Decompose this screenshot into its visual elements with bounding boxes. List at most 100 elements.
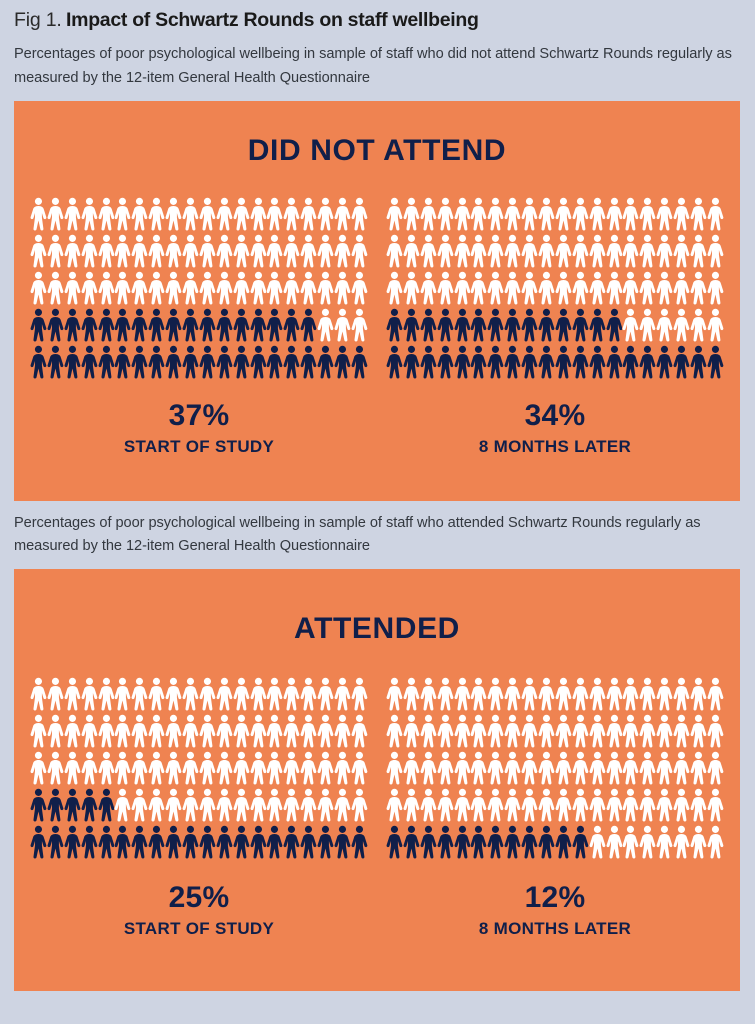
person-icon-empty xyxy=(622,197,639,231)
person-icon-filled xyxy=(572,308,589,342)
person-icon-empty xyxy=(386,677,403,711)
person-icon-empty xyxy=(148,234,165,268)
person-icon-filled xyxy=(300,345,317,379)
person-icon-empty xyxy=(606,788,623,822)
person-icon-filled xyxy=(47,825,64,859)
person-icon-empty xyxy=(351,677,368,711)
pictogram-row xyxy=(386,345,724,379)
value-block: 25% START OF STUDY xyxy=(30,882,368,939)
person-icon-empty xyxy=(707,751,724,785)
person-icon-empty xyxy=(572,271,589,305)
person-icon-empty xyxy=(690,788,707,822)
person-icon-empty xyxy=(30,677,47,711)
person-icon-filled xyxy=(487,308,504,342)
person-icon-filled xyxy=(572,825,589,859)
person-icon-empty xyxy=(216,788,233,822)
person-icon-empty xyxy=(538,677,555,711)
person-icon-empty xyxy=(386,788,403,822)
person-icon-empty xyxy=(420,714,437,748)
person-icon-empty xyxy=(233,751,250,785)
figure-number: Fig 1. xyxy=(14,9,62,31)
person-icon-filled xyxy=(351,345,368,379)
person-icon-empty xyxy=(165,751,182,785)
person-icon-filled xyxy=(98,788,115,822)
pictogram-row xyxy=(386,788,724,822)
pictogram-row xyxy=(30,751,368,785)
person-icon-empty xyxy=(656,271,673,305)
person-icon-filled xyxy=(454,308,471,342)
person-icon-empty xyxy=(606,751,623,785)
person-icon-empty xyxy=(555,234,572,268)
person-icon-filled xyxy=(165,345,182,379)
person-icon-empty xyxy=(131,197,148,231)
person-icon-empty xyxy=(521,751,538,785)
person-icon-empty xyxy=(521,714,538,748)
person-icon-empty xyxy=(622,234,639,268)
panel-did-not-attend: DID NOT ATTEND 37% START OF STUDY 34% 8 … xyxy=(14,100,740,501)
person-icon-empty xyxy=(673,197,690,231)
person-icon-empty xyxy=(199,234,216,268)
person-icon-empty xyxy=(521,677,538,711)
person-icon-filled xyxy=(504,345,521,379)
person-icon-filled xyxy=(403,308,420,342)
person-icon-empty xyxy=(454,197,471,231)
person-icon-empty xyxy=(47,714,64,748)
person-icon-filled xyxy=(504,825,521,859)
pictogram-row xyxy=(30,345,368,379)
person-icon-empty xyxy=(283,234,300,268)
pictogram-row xyxy=(30,271,368,305)
person-icon-empty xyxy=(81,751,98,785)
person-icon-empty xyxy=(606,714,623,748)
person-icon-empty xyxy=(589,714,606,748)
person-icon-filled xyxy=(114,308,131,342)
person-icon-empty xyxy=(403,234,420,268)
person-icon-filled xyxy=(690,345,707,379)
person-icon-empty xyxy=(182,788,199,822)
person-icon-filled xyxy=(216,825,233,859)
person-icon-empty xyxy=(487,271,504,305)
person-icon-empty xyxy=(233,788,250,822)
person-icon-empty xyxy=(114,751,131,785)
person-icon-empty xyxy=(334,197,351,231)
person-icon-empty xyxy=(420,677,437,711)
person-icon-filled xyxy=(266,825,283,859)
pictogram-row xyxy=(30,308,368,342)
person-icon-empty xyxy=(114,197,131,231)
person-icon-filled xyxy=(470,345,487,379)
person-icon-empty xyxy=(470,197,487,231)
person-icon-filled xyxy=(81,825,98,859)
person-icon-empty xyxy=(334,677,351,711)
person-icon-empty xyxy=(538,714,555,748)
person-icon-filled xyxy=(233,308,250,342)
person-icon-empty xyxy=(639,714,656,748)
person-icon-empty xyxy=(266,677,283,711)
person-icon-empty xyxy=(81,271,98,305)
person-icon-filled xyxy=(420,825,437,859)
person-icon-empty xyxy=(639,197,656,231)
person-icon-empty xyxy=(283,788,300,822)
person-icon-filled xyxy=(589,308,606,342)
pictogram-row xyxy=(30,714,368,748)
person-icon-empty xyxy=(403,677,420,711)
person-icon-filled xyxy=(334,345,351,379)
person-icon-empty xyxy=(707,677,724,711)
person-icon-filled xyxy=(639,345,656,379)
person-icon-empty xyxy=(165,271,182,305)
person-icon-empty xyxy=(148,677,165,711)
pictogram-grid xyxy=(386,677,724,859)
person-icon-empty xyxy=(606,825,623,859)
person-icon-empty xyxy=(182,271,199,305)
person-icon-empty xyxy=(589,751,606,785)
person-icon-empty xyxy=(199,788,216,822)
person-icon-empty xyxy=(403,788,420,822)
person-icon-empty xyxy=(673,308,690,342)
person-icon-filled xyxy=(403,825,420,859)
person-icon-empty xyxy=(199,197,216,231)
person-icon-empty xyxy=(589,677,606,711)
person-icon-empty xyxy=(555,271,572,305)
person-icon-empty xyxy=(538,788,555,822)
person-icon-filled xyxy=(300,308,317,342)
pictogram-row xyxy=(386,234,724,268)
person-icon-empty xyxy=(487,714,504,748)
person-icon-empty xyxy=(266,197,283,231)
